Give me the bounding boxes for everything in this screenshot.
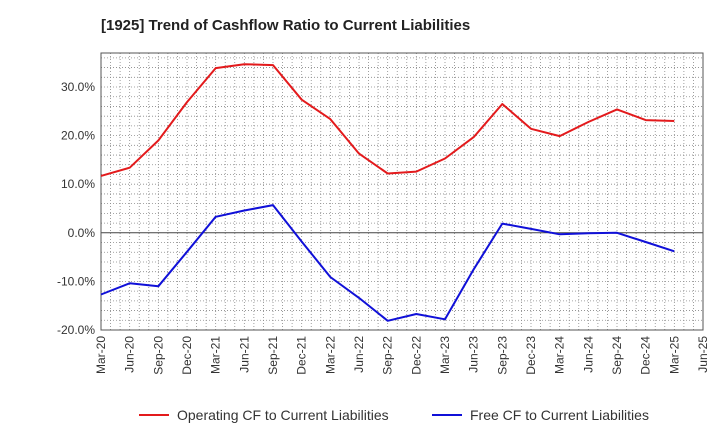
y-tick-label: 20.0% bbox=[61, 129, 95, 143]
x-tick-label: Sep-24 bbox=[610, 336, 624, 375]
grid-lines bbox=[100, 53, 704, 331]
y-tick-label: 30.0% bbox=[61, 80, 95, 94]
x-tick-label: Jun-23 bbox=[467, 336, 481, 373]
x-tick-label: Mar-20 bbox=[94, 336, 108, 374]
y-tick-label: 10.0% bbox=[61, 177, 95, 191]
x-tick-label: Mar-23 bbox=[438, 336, 452, 374]
y-tick-label: -10.0% bbox=[57, 274, 95, 288]
x-tick-label: Jun-25 bbox=[696, 336, 710, 373]
series-line-2 bbox=[100, 204, 675, 322]
legend-label: Free CF to Current Liabilities bbox=[470, 407, 649, 423]
x-tick-label: Jun-22 bbox=[352, 336, 366, 373]
plot-border bbox=[100, 52, 704, 331]
y-axis-ticks: 30.0% 20.0% 10.0% 0.0% -10.0% -20.0% bbox=[57, 80, 95, 337]
x-tick-label: Sep-23 bbox=[495, 336, 509, 375]
x-tick-label: Dec-20 bbox=[180, 336, 194, 375]
chart-title: [1925] Trend of Cashflow Ratio to Curren… bbox=[101, 17, 470, 34]
x-tick-label: Jun-20 bbox=[123, 336, 137, 373]
plot-area bbox=[101, 53, 703, 330]
x-tick-label: Jun-24 bbox=[581, 336, 595, 373]
series-layer bbox=[100, 63, 675, 322]
x-tick-label: Jun-21 bbox=[237, 336, 251, 373]
x-tick-label: Dec-23 bbox=[524, 336, 538, 375]
x-tick-label: Sep-22 bbox=[381, 336, 395, 375]
x-tick-label: Dec-22 bbox=[409, 336, 423, 375]
x-tick-label: Mar-21 bbox=[209, 336, 223, 374]
x-tick-label: Sep-20 bbox=[151, 336, 165, 375]
y-tick-label: 0.0% bbox=[68, 226, 96, 240]
legend-label: Operating CF to Current Liabilities bbox=[177, 407, 389, 423]
x-tick-label: Mar-24 bbox=[553, 336, 567, 374]
x-tick-label: Dec-21 bbox=[295, 336, 309, 375]
x-tick-label: Dec-24 bbox=[639, 336, 653, 375]
x-tick-label: Mar-25 bbox=[667, 336, 681, 374]
y-tick-label: -20.0% bbox=[57, 323, 95, 337]
x-axis-ticks: Mar-20 Jun-20 Sep-20 Dec-20 Mar-21 Jun-21 Sep-… bbox=[94, 336, 710, 375]
x-tick-label: Sep-21 bbox=[266, 336, 280, 375]
x-tick-label: Mar-22 bbox=[323, 336, 337, 374]
series-line-1 bbox=[100, 63, 675, 177]
legend: Operating CF to Current Liabilities Free … bbox=[139, 407, 649, 423]
